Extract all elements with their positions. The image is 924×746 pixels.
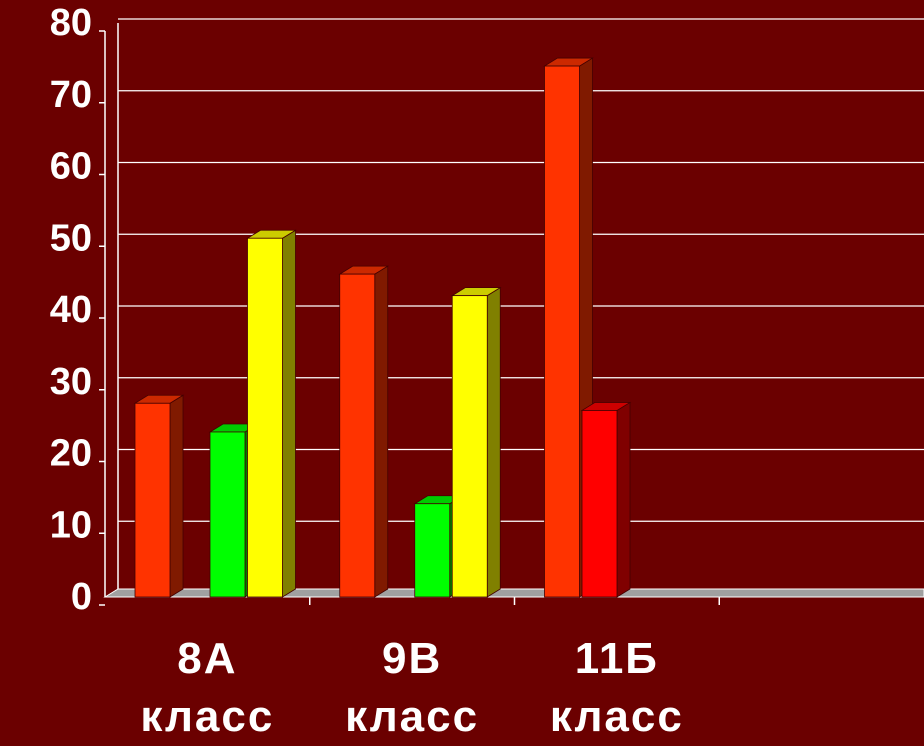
- bar: [246, 229, 297, 598]
- bar-side: [374, 265, 389, 598]
- y-tick-label: 80: [50, 2, 92, 44]
- bar-front: [451, 295, 488, 598]
- x-tick-label: 9В класс: [345, 634, 480, 741]
- bar-front: [339, 273, 376, 598]
- bar-side: [616, 401, 631, 598]
- bar-front: [209, 431, 246, 598]
- bar: [133, 394, 185, 598]
- y-tick-label: 20: [50, 433, 92, 475]
- y-tick-label: 60: [50, 146, 92, 188]
- floor: [103, 588, 924, 598]
- x-tick-label: 8А класс: [140, 634, 275, 741]
- bar: [543, 57, 594, 598]
- bar-side: [282, 229, 296, 598]
- bar-side: [169, 394, 184, 598]
- x-tick-label: 11Б класс: [549, 634, 684, 741]
- plot: 0 10 20 30 40 50 60 70 80: [50, 2, 924, 618]
- bar-front: [247, 237, 283, 598]
- y-tick-label: 10: [50, 504, 92, 546]
- bar-front: [581, 410, 618, 598]
- y-tick-label: 30: [50, 361, 92, 403]
- bar-front: [544, 65, 580, 598]
- bar: [338, 265, 390, 598]
- bar: [450, 286, 502, 598]
- bar: [580, 401, 632, 598]
- bar-front: [414, 503, 451, 598]
- bar-front: [134, 402, 171, 598]
- y-tick-label: 70: [50, 74, 92, 116]
- y-tick-label: 50: [50, 217, 92, 259]
- bar-side: [486, 286, 501, 598]
- y-tick-label: 40: [50, 289, 92, 331]
- chart: 0 10 20 30 40 50 60 70 80 8А класс 9В класс 11Б кл…: [50, 2, 924, 741]
- y-tick-label: 0: [71, 576, 92, 618]
